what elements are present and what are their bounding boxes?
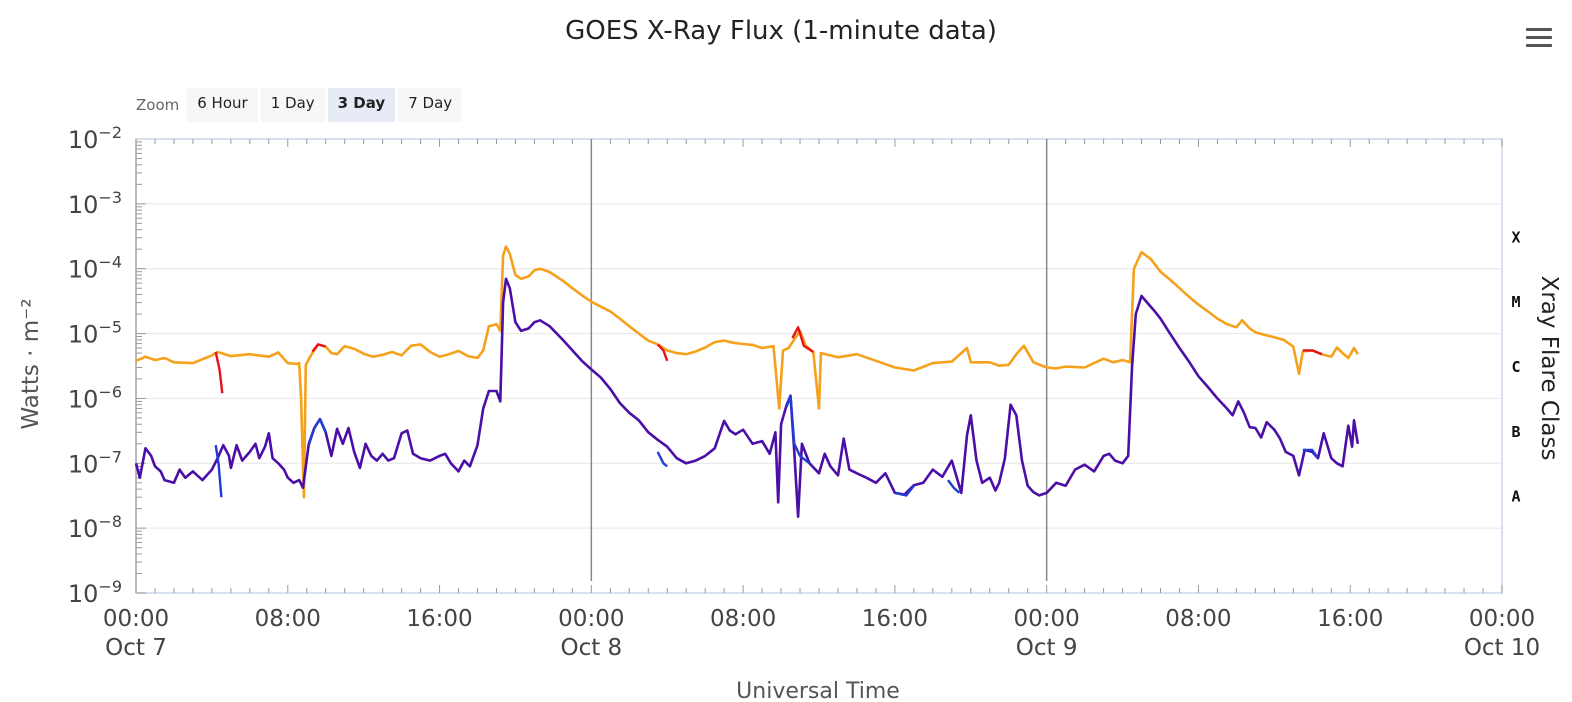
y-tick-label: 10−6 [68,382,122,413]
x-tick-date-label: Oct 10 [1464,635,1540,661]
flux-secondary-segment [214,445,223,498]
flux-secondary-segment [1302,349,1323,356]
x-tick-label: 08:00 [710,606,776,632]
x-tick-label: 08:00 [255,606,321,632]
flux-series-long [135,245,1359,499]
zoom-label: Zoom [136,96,180,114]
x-tick-label: 16:00 [1317,606,1383,632]
zoom-7-day-button[interactable]: 7 Day [398,88,463,122]
x-tick-label: 00:00 [1014,606,1080,632]
x-tick-date-label: Oct 9 [1016,635,1078,661]
flux-secondary-segment [656,451,668,468]
flare-class-label-b: B [1511,423,1520,441]
y-tick-label: 10−2 [68,123,122,154]
flux-secondary-segment [791,326,814,354]
flare-class-label-c: C [1511,358,1520,376]
flux-series-short [134,277,1360,518]
flux-secondary-segment [894,485,915,497]
x-tick-label: 00:00 [103,606,169,632]
menu-bar-1 [1526,28,1552,31]
x-tick-date-label: Oct 7 [105,635,167,661]
flux-secondary-segment [307,417,327,445]
x-tick-label: 00:00 [1469,606,1535,632]
flux-secondary-segment [311,343,327,353]
y-tick-label: 10−5 [68,318,122,349]
flux-secondary-segment [947,479,961,494]
y2-axis-title: Xray Flare Class [1536,276,1562,461]
x-tick-label: 08:00 [1165,606,1231,632]
y-tick-label: 10−8 [68,512,122,543]
flux-secondary-segment [785,394,811,465]
zoom-bar: Zoom 6 Hour 1 Day 3 Day 7 Day [136,88,465,122]
x-tick-label: 16:00 [406,606,472,632]
menu-bar-3 [1526,44,1552,47]
x-tick-label: 00:00 [558,606,624,632]
y-axis-title: Watts · m⁻² [18,298,44,429]
y-tick-label: 10−7 [68,447,122,478]
y-tick-label: 10−4 [68,253,122,284]
chart-title: GOES X-Ray Flux (1-minute data) [565,16,997,46]
flare-class-label-a: A [1511,488,1520,506]
menu-icon[interactable] [1526,28,1552,48]
x-tick-date-label: Oct 8 [560,635,622,661]
menu-bar-2 [1526,36,1552,39]
flux-secondary-segment [656,343,669,362]
y-tick-label: 10−3 [68,188,122,219]
x-tick-label: 16:00 [862,606,928,632]
zoom-1-day-button[interactable]: 1 Day [260,88,325,122]
zoom-3-day-button[interactable]: 3 Day [327,88,396,122]
zoom-6-hour-button[interactable]: 6 Hour [187,88,258,122]
flux-secondary-segment [1302,448,1319,459]
x-axis-title: Universal Time [736,679,900,702]
y-tick-label: 10−9 [68,577,122,608]
flare-class-label-x: X [1511,228,1520,246]
flare-class-label-m: M [1511,293,1520,311]
flux-secondary-segment [214,351,224,394]
